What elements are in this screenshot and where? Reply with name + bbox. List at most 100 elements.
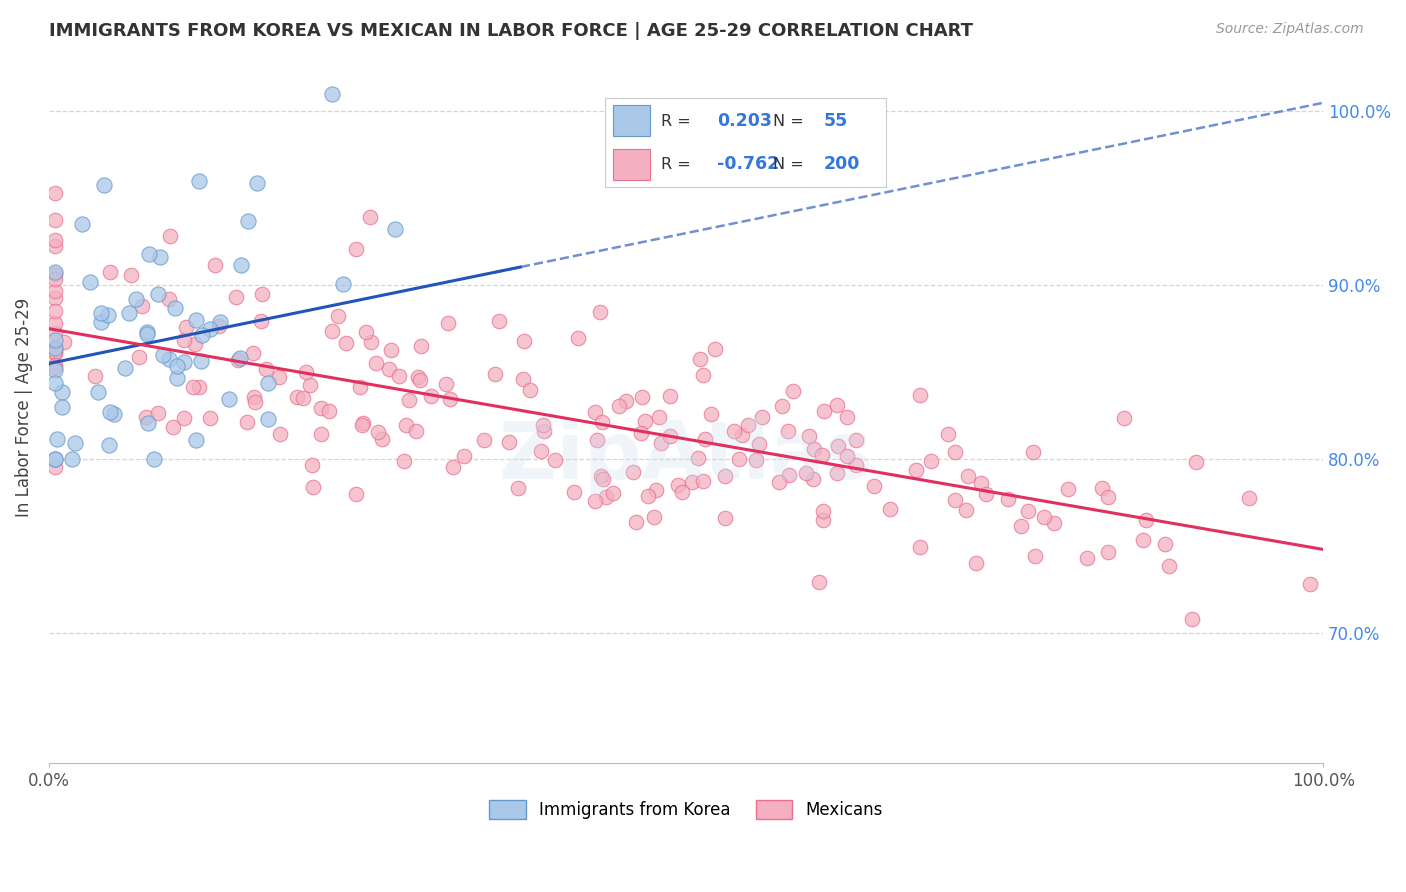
Point [352,417,374,432]
Point [186,434,208,448]
Point [143,452,166,467]
Point [533,424,555,438]
Point [146,287,169,301]
Point [44,316,66,330]
Point [1017,504,1039,518]
Point [997,491,1019,506]
Point [190,354,212,368]
Point [392,454,415,468]
Point [186,312,208,326]
Point [44,452,66,467]
Point [321,324,343,338]
Point [157,293,180,307]
Text: 55: 55 [824,112,848,130]
Point [970,475,993,490]
Point [98,405,121,419]
Point [90,306,112,320]
Point [513,334,536,348]
Point [166,359,188,373]
Point [519,383,541,397]
Y-axis label: In Labor Force | Age 25-29: In Labor Force | Age 25-29 [15,297,32,516]
Point [157,351,180,366]
Point [367,425,389,439]
Point [44,233,66,247]
Point [1157,559,1180,574]
Point [671,485,693,500]
Point [1076,551,1098,566]
Point [965,556,987,570]
Point [714,511,737,525]
Point [98,265,121,279]
Point [165,301,187,315]
Point [409,339,432,353]
Point [920,454,942,468]
Point [97,309,120,323]
Point [187,380,209,394]
Point [118,306,141,320]
Point [943,493,966,508]
Point [384,222,406,236]
Text: N =: N = [773,157,810,171]
Point [44,360,66,375]
Point [434,377,457,392]
Point [84,369,107,384]
Point [1091,481,1114,495]
Point [291,392,314,406]
Point [254,362,277,376]
Point [344,242,367,256]
Text: -0.762: -0.762 [717,155,779,173]
Point [634,414,657,428]
Point [44,358,66,372]
Point [236,214,259,228]
Point [44,272,66,286]
Point [44,376,66,391]
Point [328,309,350,323]
Point [360,334,382,349]
Point [44,346,66,360]
Point [190,327,212,342]
Point [44,186,66,201]
Point [70,217,93,231]
Point [335,336,357,351]
Point [120,268,142,283]
Point [173,410,195,425]
Point [309,426,332,441]
Point [512,372,534,386]
Point [591,469,613,483]
Point [837,410,859,425]
Point [269,427,291,442]
Point [52,334,75,349]
Point [44,452,66,467]
Point [349,380,371,394]
Point [44,363,66,377]
Point [825,467,848,481]
Point [243,395,266,409]
Point [586,433,609,447]
Point [1033,510,1056,524]
Text: R =: R = [661,157,696,171]
Point [250,287,273,301]
Point [693,432,716,446]
Point [183,337,205,351]
Point [801,472,824,486]
Point [249,314,271,328]
Point [242,346,264,360]
Point [794,466,817,480]
Point [243,390,266,404]
Point [770,399,793,413]
Point [181,380,204,394]
Point [146,406,169,420]
Point [166,371,188,385]
Point [44,304,66,318]
Point [751,410,773,425]
Point [637,489,659,503]
Point [97,438,120,452]
Point [630,391,652,405]
Point [441,459,464,474]
Point [257,376,280,391]
Point [51,400,73,414]
Point [378,362,401,376]
Point [318,404,340,418]
Point [614,394,637,409]
Point [1114,411,1136,425]
